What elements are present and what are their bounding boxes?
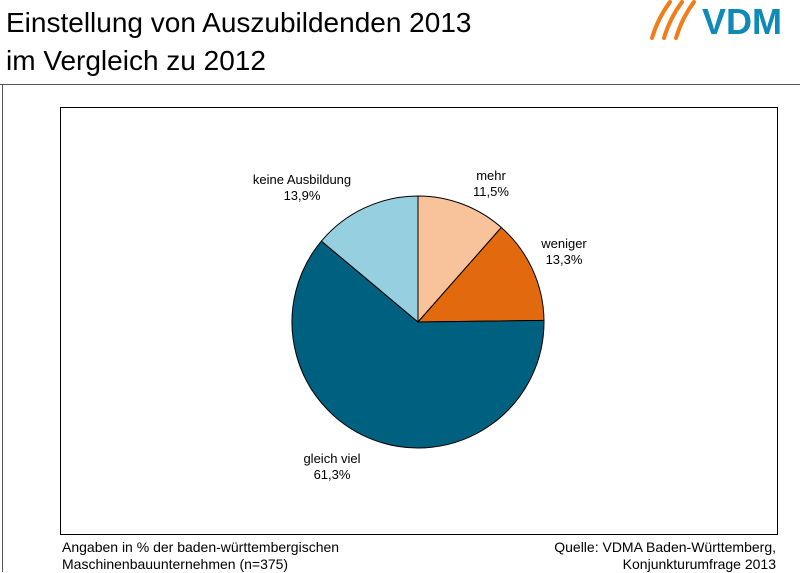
footnote-line-2: Maschinenbauunternehmen (n=375) — [62, 556, 289, 572]
source-note: Quelle: VDMA Baden-Württemberg, Konjunkt… — [554, 539, 776, 573]
pie-slice-weniger — [416, 226, 545, 323]
source-line-1: Quelle: VDMA Baden-Württemberg, — [554, 539, 776, 555]
slice-label-name: keine Ausbildung — [252, 172, 352, 187]
chart-frame: mehr 11,5% weniger 13,3% gleich viel 61,3% kei… — [60, 107, 778, 535]
vdma-logo: VDM — [650, 0, 782, 40]
slice-label-name: gleich viel — [303, 451, 361, 466]
pie-slice-mehr — [417, 195, 503, 324]
logo-flame-icon — [650, 0, 696, 40]
page-title: Einstellung von Auszubildenden 2013 im V… — [6, 4, 471, 80]
slice-label-value: 13,3% — [545, 252, 583, 267]
slice-label-name: weniger — [541, 236, 587, 251]
slice-label-value: 61,3% — [313, 467, 351, 482]
slice-label-weniger: weniger 13,3% — [541, 236, 587, 268]
pie-slice-gleich-viel — [291, 240, 545, 449]
title-line-2: im Vergleich zu 2012 — [6, 45, 266, 76]
slice-label-gleich-viel: gleich viel 61,3% — [303, 451, 360, 483]
source-line-2: Konjunkturumfrage 2013 — [622, 556, 776, 572]
slice-label-mehr: mehr 11,5% — [473, 168, 509, 200]
footnote-line-1: Angaben in % der baden-württembergischen — [62, 539, 340, 555]
slice-label-name: mehr — [476, 168, 506, 183]
slice-label-value: 11,5% — [473, 184, 509, 199]
pie-chart — [291, 195, 545, 449]
logo-text: VDM — [702, 1, 782, 40]
footnote: Angaben in % der baden-württembergischen… — [62, 539, 339, 573]
pie-slice-keine-ausbildung — [320, 195, 419, 324]
title-line-1: Einstellung von Auszubildenden 2013 — [6, 7, 472, 38]
header-divider — [0, 84, 800, 85]
slice-label-value: 13,9% — [283, 188, 321, 203]
slice-label-keine-ausbildung: keine Ausbildung 13,9% — [253, 172, 351, 204]
slide-frame-left — [2, 84, 3, 572]
